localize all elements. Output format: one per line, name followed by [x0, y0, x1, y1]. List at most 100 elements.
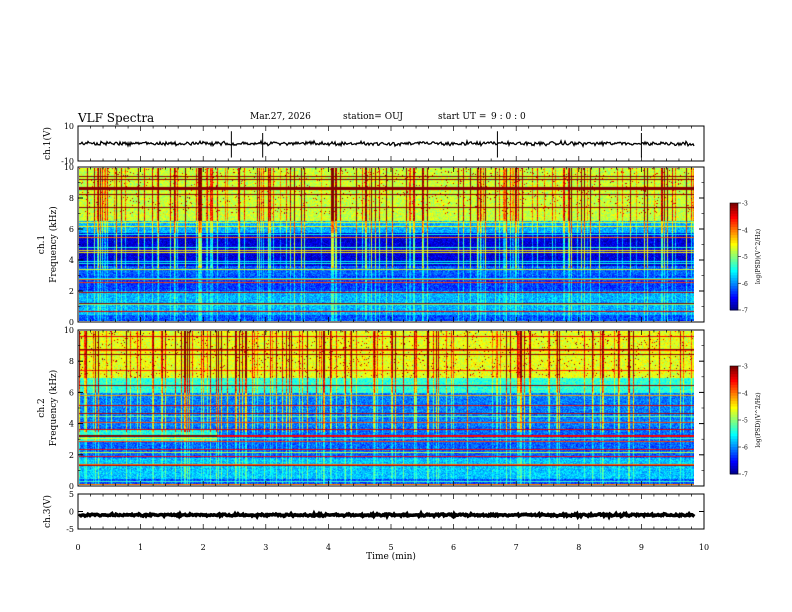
- colorbar-cell: [730, 471, 738, 475]
- colorbar-cell: [730, 457, 738, 461]
- y-tick-label: 10: [64, 326, 74, 335]
- colorbar-cell: [730, 259, 738, 263]
- y-tick-label: 5: [69, 490, 74, 499]
- colorbar-cell: [730, 203, 738, 207]
- y-axis-label: ch.1: [37, 235, 47, 254]
- y-axis-label: ch.1(V): [42, 127, 53, 160]
- colorbar-label: log(PSD)(V^2/Hz): [755, 392, 762, 447]
- x-tick-label: 4: [326, 543, 331, 552]
- y-tick-label: 4: [69, 256, 74, 265]
- chart-title: VLF Spectra: [78, 111, 155, 125]
- colorbar-cell: [730, 438, 738, 443]
- colorbar-cell: [730, 468, 738, 472]
- start-ut-label: start UT =: [438, 112, 487, 122]
- y-tick-label: 2: [69, 287, 74, 296]
- colorbar-cell: [730, 411, 738, 416]
- colorbar-cell: [730, 371, 738, 375]
- x-axis-label: Time (min): [366, 551, 416, 562]
- x-tick-label: 5: [388, 543, 393, 552]
- colorbar-cell: [730, 272, 738, 276]
- colorbar-cell: [730, 384, 738, 389]
- colorbar-cell: [730, 414, 738, 418]
- x-tick-label: 7: [514, 543, 519, 552]
- colorbar-cell: [730, 240, 738, 244]
- colorbar-cell: [730, 417, 738, 421]
- colorbar-cell: [730, 224, 738, 228]
- colorbar-cell: [730, 395, 738, 399]
- colorbar-cell: [730, 307, 738, 311]
- colorbar-tick-label: -7: [742, 308, 748, 315]
- y-tick-label: 8: [69, 194, 74, 203]
- colorbar-cell: [730, 283, 738, 287]
- colorbar-cell: [730, 269, 738, 274]
- start-time-value: 9 : 0 : 0: [491, 112, 526, 122]
- colorbar-cell: [730, 376, 738, 380]
- colorbar-cell: [730, 277, 738, 282]
- x-tick-label: 1: [138, 543, 143, 552]
- y-tick-label: 4: [69, 420, 74, 429]
- y-tick-label: 0: [69, 508, 74, 517]
- y-tick-label: 2: [69, 451, 74, 460]
- colorbar-cell: [730, 366, 738, 370]
- colorbar-cell: [730, 449, 738, 453]
- colorbar-cell: [730, 227, 738, 231]
- y-axis-label: Frequency (kHz): [48, 206, 59, 283]
- colorbar-cell: [730, 275, 738, 279]
- colorbar-cell: [730, 409, 738, 413]
- colorbar-cell: [730, 460, 738, 464]
- colorbar-cell: [730, 288, 738, 292]
- colorbar-cell: [730, 422, 738, 426]
- colorbar-cell: [730, 267, 738, 271]
- spectrogram-image-ch2: [79, 331, 694, 485]
- y-tick-label: -5: [66, 525, 74, 534]
- colorbar-cell: [730, 219, 738, 223]
- colorbar-cell: [730, 393, 738, 397]
- colorbar-cell: [730, 390, 738, 394]
- colorbar-cell: [730, 237, 738, 241]
- colorbar-cell: [730, 368, 738, 372]
- x-tick-label: 6: [451, 543, 456, 552]
- y-axis-label: ch.3(V): [42, 495, 53, 528]
- colorbar-2: -3 -4 -5 -6 -7 log(PSD)(V^2/Hz): [729, 364, 762, 479]
- colorbar-tick-label: -5: [742, 418, 748, 425]
- colorbar-cell: [730, 261, 738, 266]
- colorbar-tick-label: -6: [742, 445, 748, 452]
- colorbar-cell: [730, 401, 738, 405]
- colorbar-cell: [730, 430, 738, 434]
- waveform-ch1: [78, 138, 695, 149]
- waveform-ch3: [77, 509, 696, 521]
- colorbar-cell: [730, 232, 738, 236]
- y-tick-label: 6: [69, 225, 74, 234]
- y-axis-label: Frequency (kHz): [48, 370, 59, 447]
- colorbar-cell: [730, 455, 738, 459]
- colorbar-cell: [730, 280, 738, 284]
- colorbar-cell: [730, 447, 738, 451]
- colorbar-cell: [730, 452, 738, 456]
- y-tick-label: 0: [69, 482, 74, 491]
- colorbar-cell: [730, 291, 738, 295]
- colorbar-cell: [730, 235, 738, 239]
- colorbar-cell: [730, 216, 738, 220]
- y-tick-label: 10: [64, 163, 74, 172]
- colorbar-1: -3 -4 -5 -6 -7 log(PSD)(V^2/Hz): [729, 201, 762, 315]
- colorbar-cell: [730, 428, 738, 432]
- colorbar-cell: [730, 248, 738, 252]
- colorbar-tick-label: -3: [742, 364, 748, 371]
- y-tick-label: 10: [64, 122, 74, 131]
- colorbar-cell: [730, 403, 738, 407]
- colorbar-cell: [730, 296, 738, 300]
- colorbar-cell: [730, 213, 738, 217]
- colorbar-cell: [730, 420, 738, 424]
- colorbar-cell: [730, 211, 738, 215]
- y-tick-label: 6: [69, 388, 74, 397]
- colorbar-cell: [730, 245, 738, 249]
- x-tick-label: 8: [576, 543, 581, 552]
- colorbar-tick-label: -3: [742, 201, 748, 208]
- colorbar-cell: [730, 444, 738, 448]
- panel-frame: [77, 493, 705, 530]
- y-tick-label: 0: [69, 318, 74, 327]
- colorbar-cell: [730, 433, 738, 437]
- colorbar-cell: [730, 285, 738, 290]
- date-label: Mar.27, 2026: [250, 112, 311, 122]
